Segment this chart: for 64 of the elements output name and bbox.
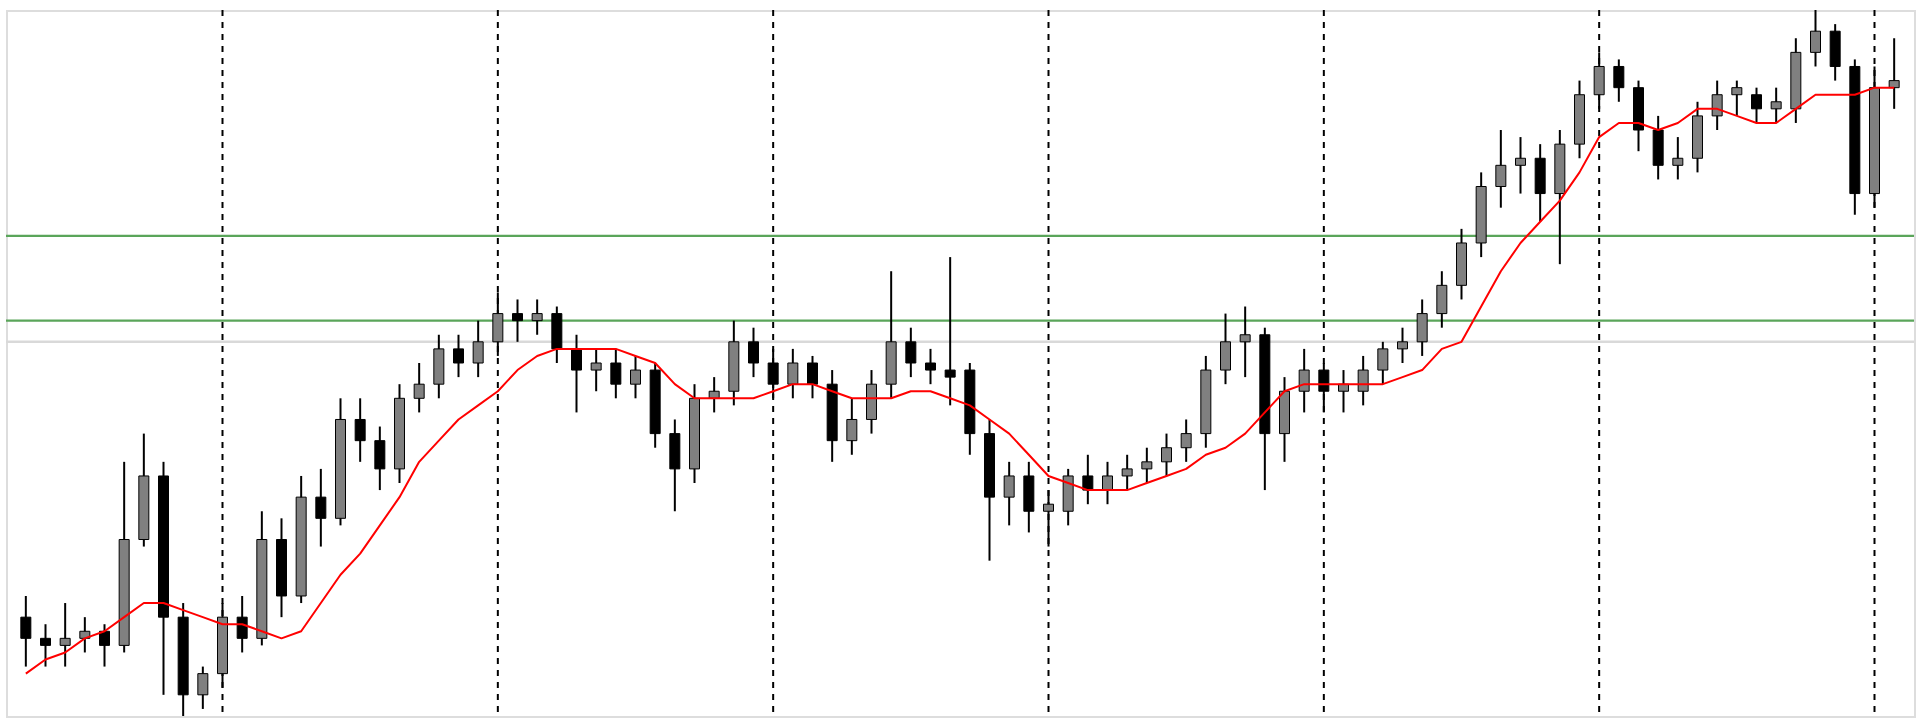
candlestick [610,347,622,400]
candlestick [40,623,51,668]
candlestick [59,602,71,668]
candlestick [354,397,366,463]
candlestick [1456,227,1467,301]
candlestick [846,397,858,456]
candlestick [472,319,484,379]
candlestick [590,347,602,393]
candlestick [531,298,543,336]
candlestick [905,326,917,379]
candlestick [1377,340,1389,386]
candlestick [315,467,327,548]
candlestick [99,623,110,668]
candlestick [1810,9,1821,68]
candlestick [197,665,209,710]
candlestick [1515,136,1526,195]
candlestick [630,354,641,400]
candlestick [413,362,425,414]
candlestick [20,594,32,668]
candlestick [866,369,877,435]
candlestick [1121,453,1133,492]
candlestick [669,418,681,513]
candlestick [453,333,464,379]
candlestick [944,256,956,407]
candlestick [1633,79,1644,153]
candlestick [807,354,818,400]
candlestick [1082,453,1094,506]
candlestick [571,333,582,414]
candlestick [1239,305,1251,379]
candlestick [1751,86,1762,124]
candlestick [236,594,248,654]
candlestick [1495,129,1507,209]
candlestick [1731,79,1743,117]
candlestick [787,347,799,400]
candlestick [1672,136,1684,181]
candlestick [1003,460,1015,527]
candlestick [1180,418,1192,463]
candlestick [1416,298,1428,357]
candlestick [885,270,897,400]
candlestick [1298,347,1310,414]
candlestick [1102,460,1113,506]
candlestick [1829,23,1841,82]
candlestick [1279,376,1290,463]
candlestick [1436,270,1448,329]
candlestick [374,425,386,492]
candlestick [1692,100,1703,174]
candlestick [1770,86,1782,124]
candlestick [1062,467,1074,527]
candlestick [433,333,445,400]
candlestick [1141,446,1153,485]
candlestick [1220,312,1231,386]
candlestick [1397,326,1408,364]
candlestick [925,347,936,386]
candlestick [1652,114,1664,181]
candlestick [1534,143,1546,223]
candlestick [1711,79,1723,132]
candlestick [1161,432,1172,477]
candlestick [1357,354,1369,407]
candlestick [512,298,523,343]
candlestick [748,326,759,379]
candlestick [1613,58,1625,103]
candlestick [1023,460,1035,534]
candlestick [1888,37,1900,110]
candlestick [551,305,563,364]
